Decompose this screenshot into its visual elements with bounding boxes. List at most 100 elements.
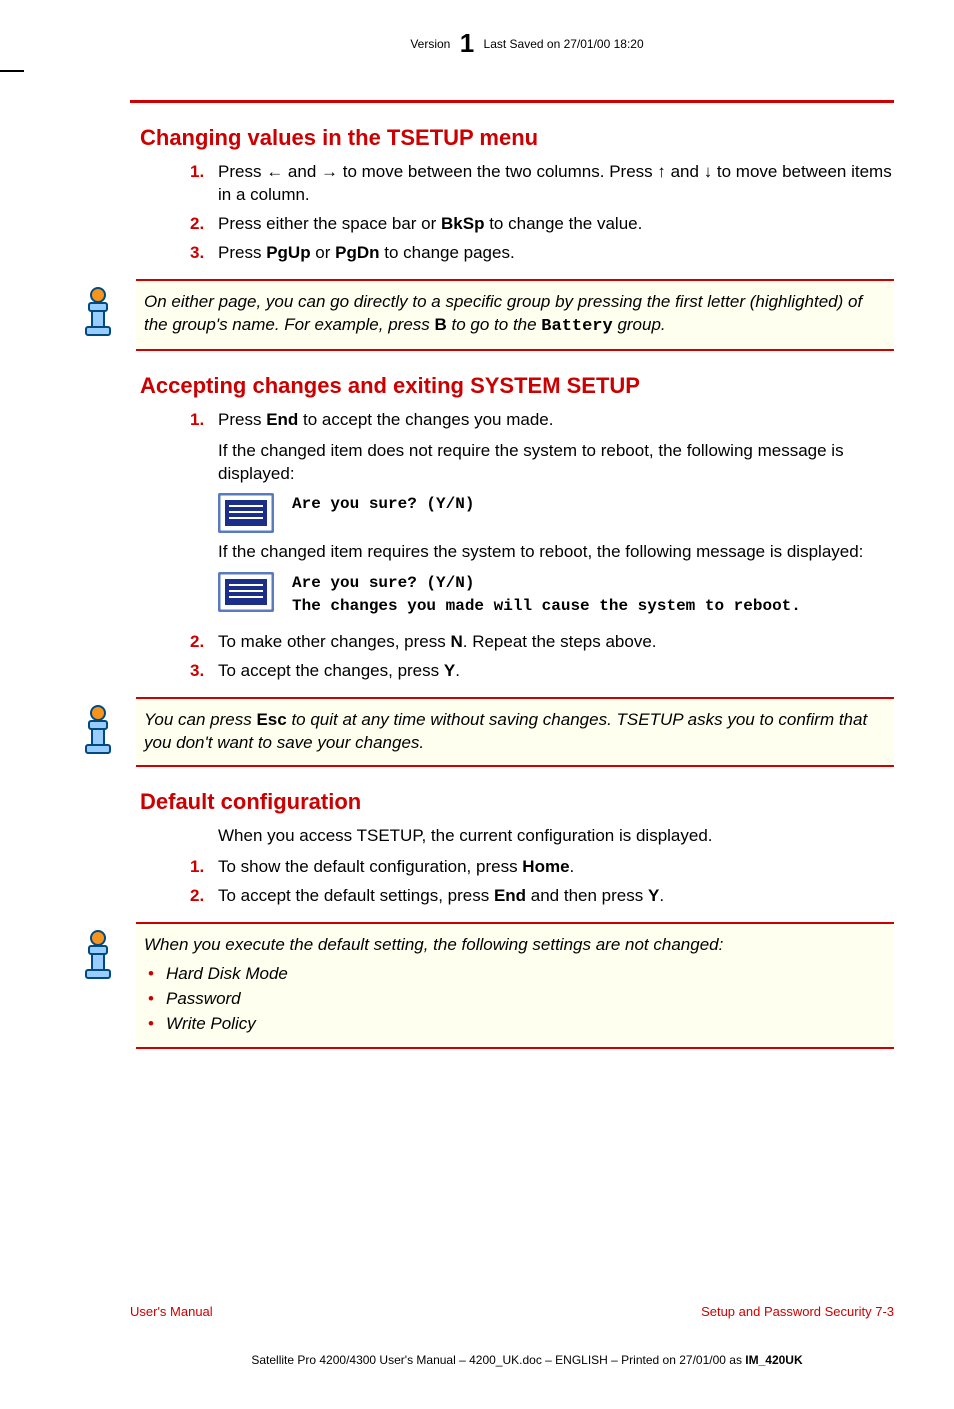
monitor-icon <box>218 572 274 612</box>
list-number: 1. <box>190 409 218 432</box>
info-icon <box>72 285 124 337</box>
text: and <box>666 162 704 181</box>
monitor-icon <box>218 493 274 533</box>
version-number: 1 <box>460 28 474 58</box>
list-body: To make other changes, press N. Repeat t… <box>218 631 894 654</box>
list-number: 1. <box>190 161 218 207</box>
text: to change pages. <box>380 243 515 262</box>
key-y: Y <box>444 661 455 680</box>
paragraph: If the changed item does not require the… <box>218 440 894 486</box>
text: to move between the two columns. Press <box>338 162 657 181</box>
section2-list-cont: 2. To make other changes, press N. Repea… <box>190 631 894 683</box>
arrow-left: ← <box>266 162 283 181</box>
tip-box: On either page, you can go directly to a… <box>72 279 894 351</box>
key-n: N <box>450 632 462 651</box>
text: . <box>455 661 460 680</box>
list-body: To show the default configuration, press… <box>218 856 894 879</box>
text: Press either the space bar or <box>218 214 441 233</box>
paragraph: If the changed item requires the system … <box>218 541 894 564</box>
list-item: 3. To accept the changes, press Y. <box>190 660 894 683</box>
section3-list: 1. To show the default configuration, pr… <box>190 856 894 908</box>
print-line: Satellite Pro 4200/4300 User's Manual – … <box>100 1353 954 1367</box>
text: Press <box>218 162 266 181</box>
tip-text: You can press <box>144 710 256 729</box>
key-end: End <box>494 886 526 905</box>
footer-left: User's Manual <box>130 1304 213 1319</box>
list-item: 1. To show the default configuration, pr… <box>190 856 894 879</box>
info-icon <box>72 703 124 755</box>
text: Press <box>218 410 266 429</box>
list-item: 2. To make other changes, press N. Repea… <box>190 631 894 654</box>
paragraph: When you access TSETUP, the current conf… <box>218 825 894 848</box>
screen-message-row: Are you sure? (Y/N) <box>218 493 894 533</box>
section1-title: Changing values in the TSETUP menu <box>140 125 894 151</box>
tip-body: When you execute the default setting, th… <box>136 922 894 1050</box>
screen-line: Are you sure? (Y/N) <box>292 572 894 594</box>
list-body: Press PgUp or PgDn to change pages. <box>218 242 894 265</box>
arrow-down: ↓ <box>704 162 713 181</box>
list-body: To accept the changes, press Y. <box>218 660 894 683</box>
print-code: IM_420UK <box>745 1353 802 1367</box>
list-number: 2. <box>190 885 218 908</box>
footer-right: Setup and Password Security 7-3 <box>701 1304 894 1319</box>
key-b: B <box>435 315 447 334</box>
text: To make other changes, press <box>218 632 450 651</box>
info-icon <box>72 928 124 980</box>
footer: User's Manual Setup and Password Securit… <box>130 1304 894 1319</box>
screen-message-row: Are you sure? (Y/N) The changes you made… <box>218 572 894 617</box>
screen-text: Are you sure? (Y/N) <box>292 493 894 515</box>
list-item: 1. Press ← and → to move between the two… <box>190 161 894 207</box>
section2-list: 1. Press End to accept the changes you m… <box>190 409 894 432</box>
version-label: Version <box>410 37 450 51</box>
list-item: 2. Press either the space bar or BkSp to… <box>190 213 894 236</box>
section2-title: Accepting changes and exiting SYSTEM SET… <box>140 373 894 399</box>
list-body: Press either the space bar or BkSp to ch… <box>218 213 894 236</box>
key-pgup: PgUp <box>266 243 310 262</box>
tip-bullets: Hard Disk Mode Password Write Policy <box>144 963 886 1036</box>
header-version-line: Version 1 Last Saved on 27/01/00 18:20 <box>100 28 954 48</box>
list-number: 3. <box>190 242 218 265</box>
crop-mark <box>0 70 24 72</box>
bullet-item: Hard Disk Mode <box>144 963 886 986</box>
content-area: Changing values in the TSETUP menu 1. Pr… <box>130 100 894 1071</box>
text: . <box>570 857 575 876</box>
text: and then press <box>526 886 648 905</box>
text: and <box>283 162 321 181</box>
tip-text: to go to the <box>447 315 542 334</box>
screen-text: Are you sure? (Y/N) The changes you made… <box>292 572 894 617</box>
tip-body: You can press Esc to quit at any time wi… <box>136 697 894 767</box>
key-home: Home <box>522 857 569 876</box>
list-body: To accept the default settings, press En… <box>218 885 894 908</box>
text: To show the default configuration, press <box>218 857 522 876</box>
text: or <box>311 243 336 262</box>
key-end: End <box>266 410 298 429</box>
screen-line: The changes you made will cause the syst… <box>292 595 894 617</box>
arrow-right: → <box>321 162 338 181</box>
section3-title: Default configuration <box>140 789 894 815</box>
list-item: 2. To accept the default settings, press… <box>190 885 894 908</box>
key-esc: Esc <box>256 710 286 729</box>
list-number: 3. <box>190 660 218 683</box>
tip-box: You can press Esc to quit at any time wi… <box>72 697 894 767</box>
tip-text: group. <box>613 315 666 334</box>
tip-lead: When you execute the default setting, th… <box>144 934 886 957</box>
text: to accept the changes you made. <box>298 410 553 429</box>
key-bksp: BkSp <box>441 214 484 233</box>
list-body: Press ← and → to move between the two co… <box>218 161 894 207</box>
text: to change the value. <box>484 214 642 233</box>
arrow-up: ↑ <box>657 162 666 181</box>
bullet-item: Write Policy <box>144 1013 886 1036</box>
saved-label: Last Saved on 27/01/00 18:20 <box>484 37 644 51</box>
key-pgdn: PgDn <box>335 243 379 262</box>
text: . <box>659 886 664 905</box>
list-item: 1. Press End to accept the changes you m… <box>190 409 894 432</box>
bullet-item: Password <box>144 988 886 1011</box>
tip-box: When you execute the default setting, th… <box>72 922 894 1050</box>
list-number: 2. <box>190 213 218 236</box>
list-item: 3. Press PgUp or PgDn to change pages. <box>190 242 894 265</box>
list-body: Press End to accept the changes you made… <box>218 409 894 432</box>
list-number: 2. <box>190 631 218 654</box>
tip-body: On either page, you can go directly to a… <box>136 279 894 351</box>
text: To accept the default settings, press <box>218 886 494 905</box>
text: To accept the changes, press <box>218 661 444 680</box>
